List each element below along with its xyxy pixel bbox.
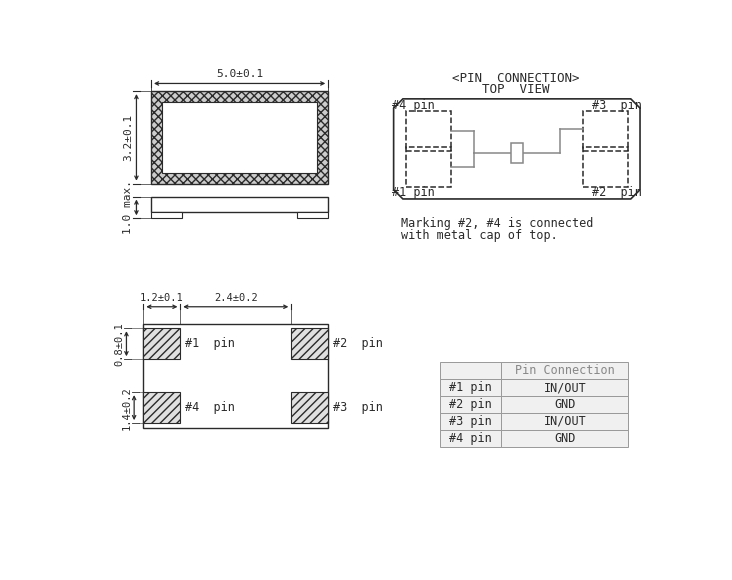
Bar <box>501 362 629 379</box>
Bar <box>440 396 501 413</box>
Text: IN/OUT: IN/OUT <box>544 415 586 428</box>
Text: 1.0 max.: 1.0 max. <box>124 180 133 234</box>
Bar <box>297 212 328 218</box>
Bar <box>501 396 629 413</box>
Text: #2  pin: #2 pin <box>333 337 383 350</box>
Text: Pin Connection: Pin Connection <box>515 364 615 377</box>
Polygon shape <box>162 102 318 173</box>
Text: GND: GND <box>554 398 575 411</box>
Text: 1.4±0.2: 1.4±0.2 <box>122 386 132 430</box>
Text: 5.0±0.1: 5.0±0.1 <box>216 69 264 79</box>
Text: 1.2±0.1: 1.2±0.1 <box>140 293 184 303</box>
Bar <box>143 392 180 423</box>
Text: TOP  VIEW: TOP VIEW <box>482 83 550 96</box>
Text: 3.2±0.1: 3.2±0.1 <box>124 114 133 161</box>
Bar <box>440 430 501 447</box>
Text: #3  pin: #3 pin <box>591 99 641 111</box>
Text: Marking #2, #4 is connected: Marking #2, #4 is connected <box>401 217 594 230</box>
Text: #1  pin: #1 pin <box>185 337 235 350</box>
Text: with metal cap of top.: with metal cap of top. <box>401 230 558 242</box>
Text: IN/OUT: IN/OUT <box>544 381 586 394</box>
Text: GND: GND <box>554 432 575 445</box>
Bar <box>151 212 182 218</box>
Bar <box>440 413 501 430</box>
Bar <box>440 362 501 379</box>
Bar <box>501 413 629 430</box>
Text: #3  pin: #3 pin <box>333 401 383 414</box>
Bar <box>440 379 501 396</box>
Bar <box>291 392 328 423</box>
Text: #2 pin: #2 pin <box>449 398 492 411</box>
Text: <PIN  CONNECTION>: <PIN CONNECTION> <box>452 72 580 85</box>
Text: #1 pin: #1 pin <box>449 381 492 394</box>
Bar <box>511 143 523 163</box>
Text: 2.4±0.2: 2.4±0.2 <box>214 293 258 303</box>
Bar <box>151 197 328 212</box>
Bar <box>583 147 628 187</box>
Bar <box>501 379 629 396</box>
Text: #4 pin: #4 pin <box>392 99 435 111</box>
Bar <box>501 430 629 447</box>
Bar <box>583 111 628 151</box>
Text: #4  pin: #4 pin <box>185 401 235 414</box>
Polygon shape <box>151 91 328 183</box>
Bar <box>406 147 451 187</box>
Text: #2  pin: #2 pin <box>591 186 641 200</box>
Bar <box>406 111 451 151</box>
Text: 0.8±0.1: 0.8±0.1 <box>114 322 124 365</box>
Text: #4 pin: #4 pin <box>449 432 492 445</box>
Text: #3 pin: #3 pin <box>449 415 492 428</box>
Text: #1 pin: #1 pin <box>392 186 435 200</box>
Bar <box>291 328 328 359</box>
Polygon shape <box>394 99 640 199</box>
Bar <box>143 324 328 427</box>
Bar <box>143 328 180 359</box>
